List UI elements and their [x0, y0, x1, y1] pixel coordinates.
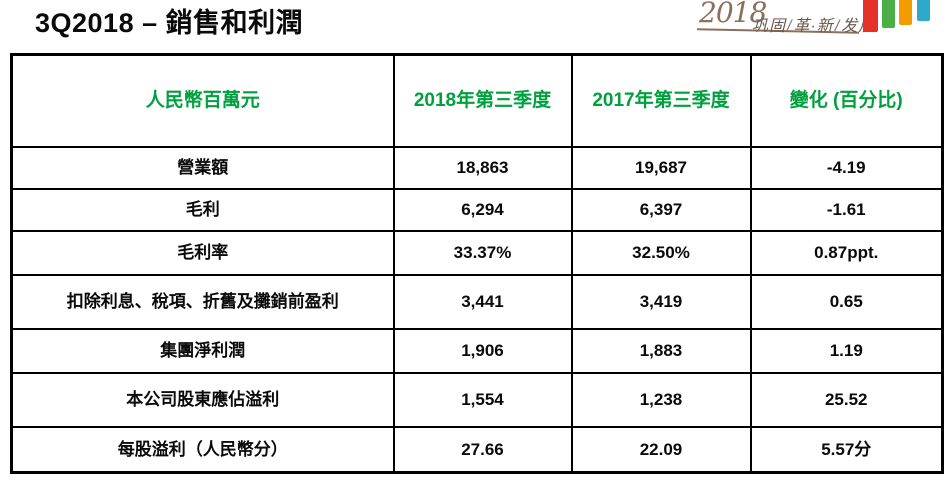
sales-profit-table: 人民幣百萬元 2018年第三季度 2017年第三季度 變化 (百分比) 營業額 …: [10, 53, 944, 474]
table-row-eps: 每股溢利（人民幣分） 27.66 22.09 5.57分: [10, 425, 944, 474]
logo-bar-red-icon: [863, 0, 878, 32]
table-row-group-net-profit: 集團淨利潤 1,906 1,883 1.19: [10, 327, 944, 374]
value-2017: 19,687: [570, 145, 752, 190]
table-row-ebitda: 扣除利息、稅項、折舊及攤銷前盈利 3,441 3,419 0.65: [10, 273, 944, 330]
logo-slogan-part-3: 发展: [841, 18, 876, 35]
value-2017: 3,419: [570, 273, 752, 330]
logo-underline-stroke: [696, 28, 860, 34]
value-2017: 1,238: [570, 371, 752, 428]
logo-bar-green-icon: [882, 0, 895, 28]
table-header-row: 人民幣百萬元 2018年第三季度 2017年第三季度 變化 (百分比): [10, 53, 944, 148]
logo-bar-teal-icon: [917, 0, 930, 21]
value-2018: 6,294: [392, 187, 573, 232]
row-label: 集團淨利潤: [10, 327, 395, 374]
value-2018: 33.37%: [392, 229, 573, 276]
value-change: -4.19: [749, 145, 944, 190]
logo-year-text: 2018: [699, 0, 767, 29]
logo-slogan-part-2: 革·新: [793, 18, 834, 35]
header-q3-2018: 2018年第三季度: [392, 53, 573, 148]
logo-slogan: 巩固/革·新/发展: [752, 12, 875, 36]
row-label: 毛利: [10, 187, 395, 232]
row-label: 毛利率: [10, 229, 395, 276]
value-2018: 1,906: [392, 327, 573, 374]
value-change: 5.57分: [749, 425, 944, 474]
value-change: 1.19: [749, 327, 944, 374]
table-row-gross-profit: 毛利 6,294 6,397 -1.61: [10, 187, 944, 232]
row-label: 營業額: [10, 145, 395, 190]
row-label: 扣除利息、稅項、折舊及攤銷前盈利: [10, 273, 395, 330]
value-change: 25.52: [749, 371, 944, 428]
value-change: -1.61: [749, 187, 944, 232]
value-2018: 1,554: [392, 371, 573, 428]
logo-slash-separator: /: [834, 18, 841, 35]
header-unit: 人民幣百萬元: [10, 53, 395, 148]
header-change-pct: 變化 (百分比): [749, 53, 944, 148]
row-label: 本公司股東應佔溢利: [10, 371, 395, 428]
value-2018: 3,441: [392, 273, 573, 330]
table-row-gross-margin: 毛利率 33.37% 32.50% 0.87ppt.: [10, 229, 944, 276]
value-change: 0.87ppt.: [749, 229, 944, 276]
logo-bar-orange-icon: [899, 0, 912, 25]
table-row-turnover: 營業額 18,863 19,687 -4.19: [10, 145, 944, 190]
logo-slogan-part-1: 巩固: [752, 18, 787, 35]
value-2017: 32.50%: [570, 229, 752, 276]
header-q3-2017: 2017年第三季度: [570, 53, 752, 148]
table-row-shareholders-profit: 本公司股東應佔溢利 1,554 1,238 25.52: [10, 371, 944, 428]
page-title: 3Q2018 – 銷售和利潤: [35, 8, 304, 38]
value-2017: 1,883: [570, 327, 752, 374]
value-change: 0.65: [749, 273, 944, 330]
value-2018: 27.66: [392, 425, 573, 474]
logo-slash-separator: /: [787, 18, 793, 35]
row-label: 每股溢利（人民幣分）: [10, 425, 395, 474]
value-2017: 6,397: [570, 187, 752, 232]
value-2018: 18,863: [392, 145, 573, 190]
value-2017: 22.09: [570, 425, 752, 474]
